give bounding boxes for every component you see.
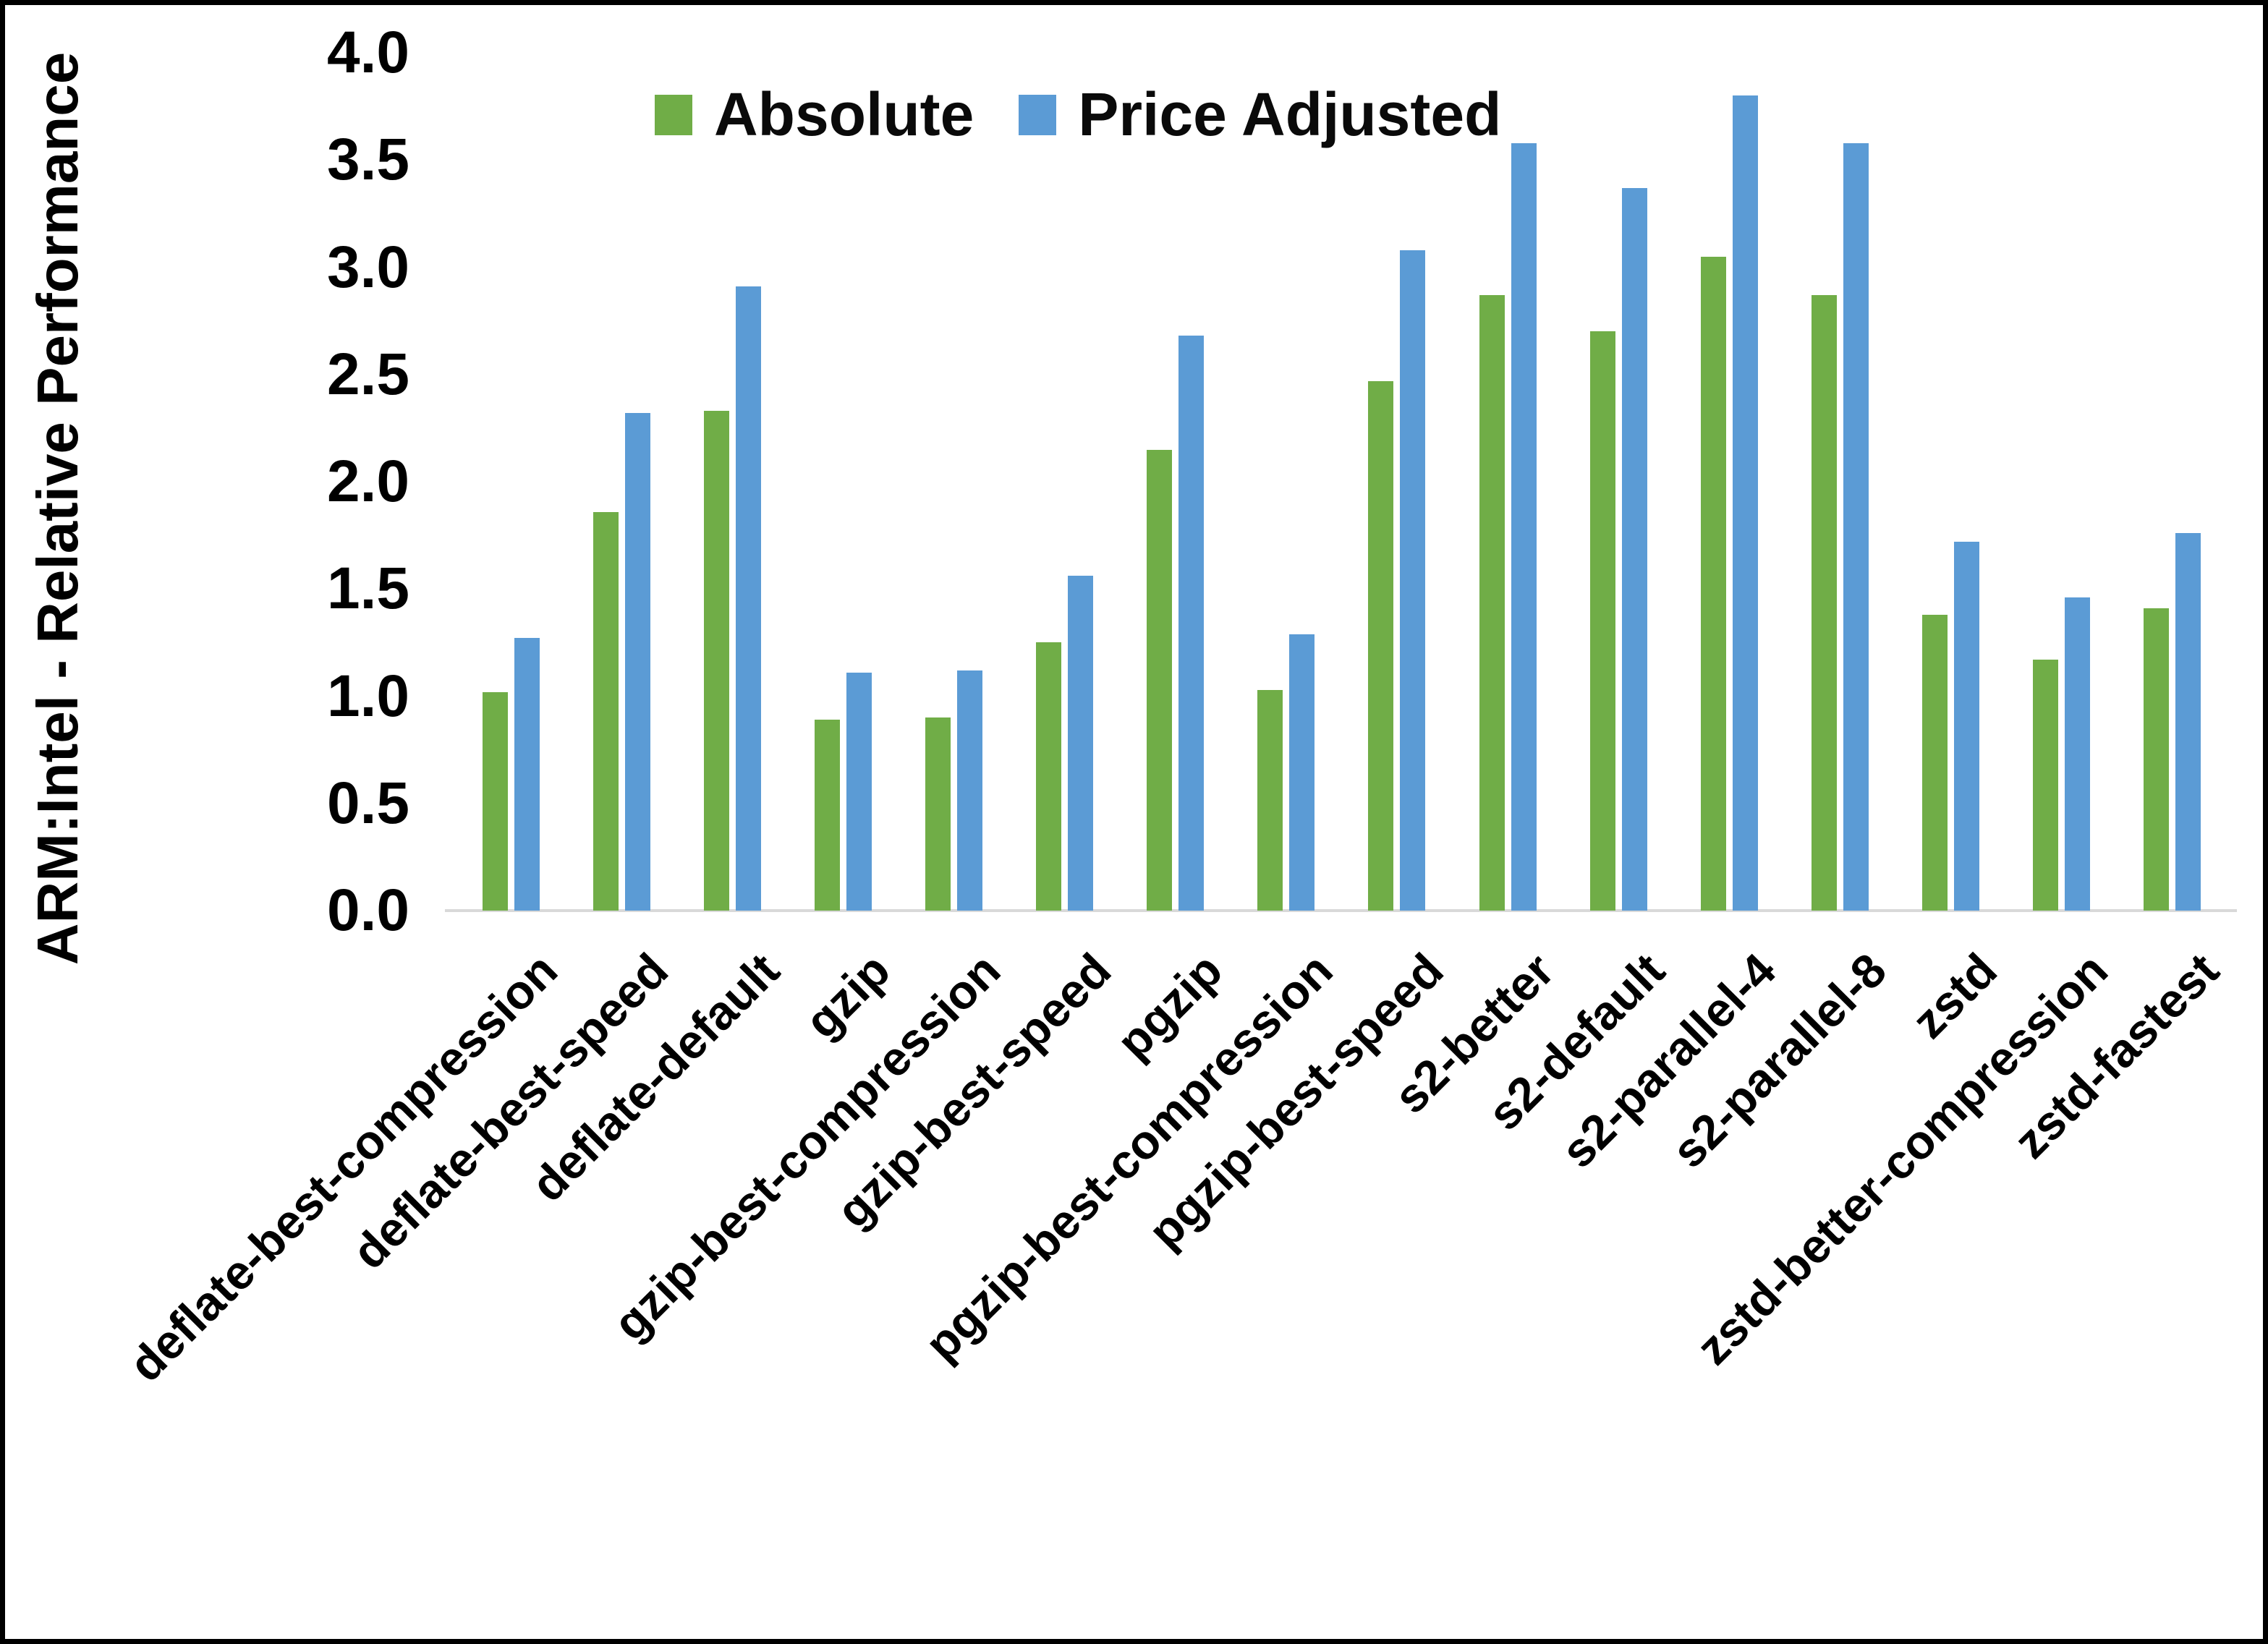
bar-absolute [1368, 381, 1394, 911]
bar-group [1785, 143, 1895, 911]
bar-price-adjusted [1511, 143, 1537, 911]
x-axis-line [445, 909, 2237, 912]
bar-absolute [815, 720, 841, 911]
y-tick-label: 2.5 [327, 341, 409, 407]
bar-group [2117, 533, 2227, 911]
bar-price-adjusted [1400, 250, 1426, 911]
legend-label-absolute: Absolute [714, 80, 974, 148]
y-tick-label: 0.0 [327, 877, 409, 943]
legend-swatch-price-adjusted [1019, 94, 1057, 135]
bar-price-adjusted [1289, 634, 1315, 911]
bar-group [2006, 597, 2117, 911]
bar-price-adjusted [1732, 95, 1758, 911]
legend-item-price-adjusted: Price Adjusted [1019, 80, 1501, 150]
y-tick-label: 3.0 [327, 234, 409, 300]
bar-group [1009, 576, 1120, 911]
bar-price-adjusted [1621, 188, 1647, 911]
bar-group [1895, 542, 2006, 911]
bar-price-adjusted [1843, 143, 1869, 911]
bar-group [1563, 188, 1674, 911]
bar-absolute [593, 512, 619, 911]
bar-absolute [483, 692, 509, 911]
bar-group [566, 413, 677, 911]
bar-price-adjusted [957, 670, 983, 911]
y-tick-label: 0.5 [327, 770, 409, 836]
bar-group [456, 638, 566, 911]
bar-absolute [704, 411, 730, 911]
bar-group [1231, 634, 1341, 911]
bar-absolute [2143, 608, 2169, 911]
bar-group [1120, 336, 1231, 911]
legend: Absolute Price Adjusted [655, 80, 1501, 150]
y-tick-label: 2.0 [327, 448, 409, 514]
bar-absolute [1811, 295, 1837, 911]
y-axis-title: ARM:Intel - Relative Performance [25, 51, 90, 966]
bar-absolute [1700, 257, 1726, 911]
bar-absolute [1257, 690, 1283, 911]
bar-group [1453, 143, 1563, 911]
y-tick-label: 4.0 [327, 20, 409, 85]
bar-price-adjusted [2175, 533, 2201, 911]
bar-absolute [925, 717, 951, 911]
bar-group [1674, 95, 1785, 911]
bar-price-adjusted [625, 413, 651, 911]
bar-price-adjusted [736, 286, 762, 911]
bar-price-adjusted [514, 638, 540, 911]
y-tick-label: 1.5 [327, 555, 409, 622]
bar-absolute [2032, 660, 2058, 911]
bar-price-adjusted [846, 673, 872, 911]
bar-group [899, 670, 1009, 911]
bar-price-adjusted [2064, 597, 2090, 911]
bar-price-adjusted [1178, 336, 1205, 911]
legend-label-price-adjusted: Price Adjusted [1078, 80, 1502, 148]
bar-group [788, 673, 899, 911]
y-tick-label: 3.5 [327, 127, 409, 193]
bar-group [1341, 250, 1452, 911]
legend-item-absolute: Absolute [655, 80, 974, 150]
bar-absolute [1479, 295, 1505, 911]
bar-price-adjusted [1068, 576, 1094, 911]
bar-absolute [1589, 331, 1615, 911]
x-tick-label: deflate-best-compression [119, 942, 568, 1392]
bar-absolute [1921, 615, 1948, 911]
bar-group [677, 286, 788, 911]
legend-swatch-absolute [655, 94, 692, 135]
bar-price-adjusted [1953, 542, 1979, 911]
y-tick-label: 1.0 [327, 663, 409, 729]
bar-absolute [1147, 450, 1173, 911]
bar-absolute [1036, 642, 1062, 911]
